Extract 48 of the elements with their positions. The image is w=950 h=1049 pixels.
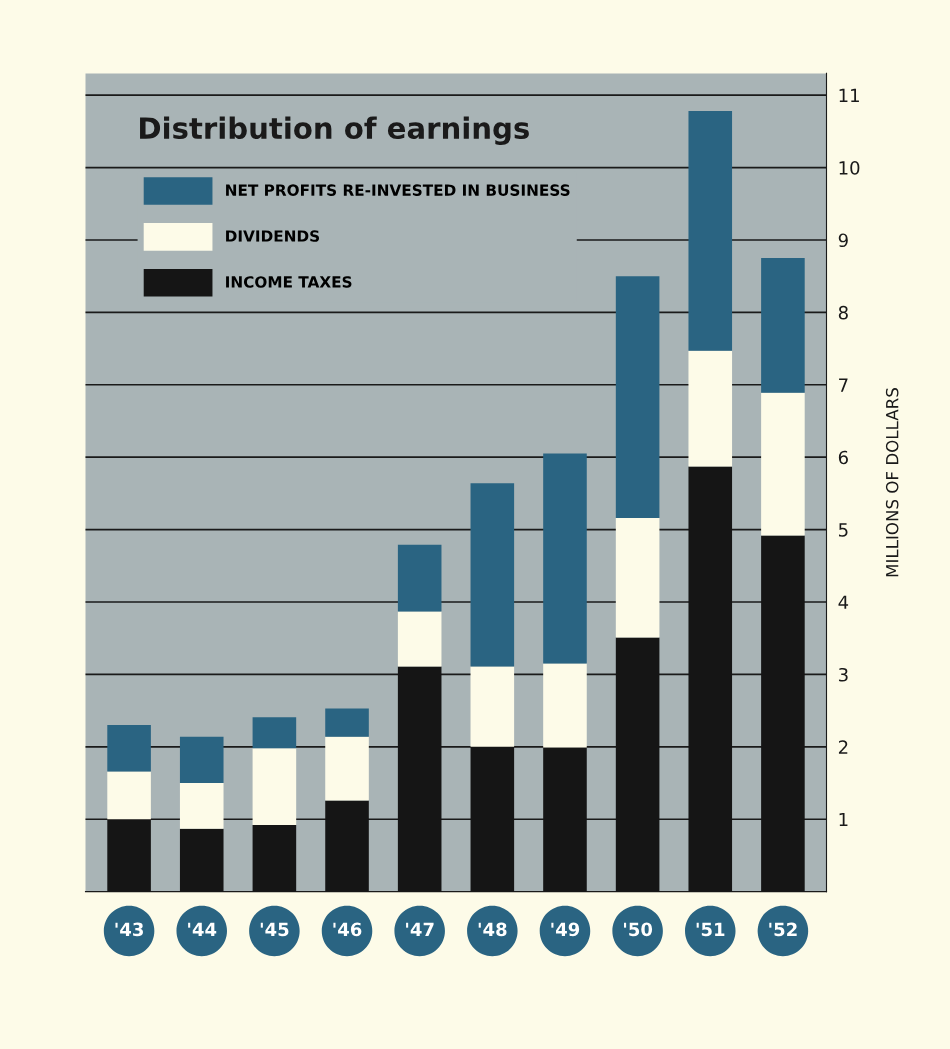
bar (325, 708, 369, 737)
legend-label: NET PROFITS RE-INVESTED IN BUSINESS (226, 184, 570, 196)
legend-label: DIVIDENDS (226, 230, 320, 242)
bar (761, 392, 805, 536)
y-axis-title: MILLIONS OF DOLLARS (885, 388, 899, 577)
x-tick-label: '50 (624, 922, 653, 937)
x-tick-label: '47 (406, 922, 434, 936)
x-tick-label: '46 (333, 922, 362, 937)
y-tick-label: 8 (838, 305, 848, 320)
bar (325, 736, 369, 801)
bar (615, 518, 660, 638)
bar (179, 783, 224, 829)
bar (543, 453, 587, 664)
x-tick-label: '48 (478, 922, 507, 937)
y-tick-label: 10 (839, 161, 860, 175)
y-tick-label: 2 (838, 740, 848, 754)
bar (615, 276, 660, 519)
bar (179, 736, 224, 784)
bar (107, 725, 151, 772)
bar (252, 748, 297, 826)
y-tick-label: 4 (838, 595, 849, 609)
y-tick-label: 5 (839, 523, 848, 537)
x-tick-label: '49 (551, 922, 580, 937)
y-tick-label: 11 (839, 88, 859, 103)
x-tick-label: '45 (260, 922, 289, 937)
bar (688, 111, 733, 351)
x-tick-label: '44 (188, 922, 217, 936)
y-tick-label: 7 (839, 378, 848, 392)
bar (107, 771, 151, 820)
bar (397, 611, 442, 667)
y-tick-label: 9 (838, 233, 848, 248)
y-tick-label: 1 (839, 812, 848, 827)
bar (761, 258, 805, 393)
text: Distribution of earnings (140, 116, 529, 145)
x-tick-label: '52 (769, 922, 797, 937)
bar (470, 483, 515, 667)
bar (470, 666, 515, 747)
x-tick-label: '43 (115, 922, 143, 937)
bar (252, 825, 297, 892)
bar (179, 828, 224, 892)
bar (543, 663, 587, 748)
bar (688, 350, 733, 467)
bar (397, 544, 442, 612)
y-tick-label: 6 (838, 450, 848, 465)
y-tick-label: 3 (838, 667, 848, 682)
legend-label: INCOME TAXES (226, 276, 352, 288)
x-tick-label: '51 (696, 922, 725, 937)
bar (252, 717, 297, 749)
